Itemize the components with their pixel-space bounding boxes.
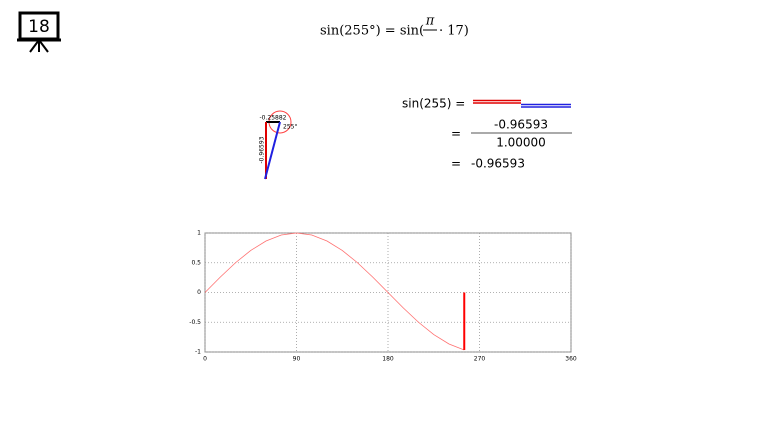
y-tick-label: 0 [197,289,201,296]
slide-icon: 18 [17,11,61,53]
sine-curve [204,232,465,351]
ratio-numerator: -0.96593 [494,118,548,132]
icon-leg [29,39,40,53]
ratio-label: sin(255) = [402,97,465,111]
x-tick-label: 0 [203,356,207,363]
x-tick-label: 360 [565,356,577,363]
ratio-result: -0.96593 [471,157,525,171]
ratio-denominator: 1.00000 [496,136,546,150]
icon-leg [38,39,49,53]
triangle-diagram: -0.25882 255° -0.96593 [259,110,297,180]
equals: = [451,127,461,141]
y-tick-label: 1 [197,230,201,237]
formula-numerator: π [425,14,435,29]
formula-rhs: · 17) [439,24,469,39]
y-tick-label: -0.5 [189,319,201,326]
x-tick-label: 180 [382,356,394,363]
cos-label: -0.25882 [260,115,287,122]
sin-label: -0.96593 [259,136,266,163]
slide-number: 18 [28,17,50,37]
y-tick-label: -1 [195,349,201,356]
x-tick-label: 270 [474,356,486,363]
x-tick-label: 90 [293,356,301,363]
equals: = [451,157,461,171]
angle-label: 255° [283,124,297,131]
hypotenuse [264,121,281,180]
formula-lhs: sin(255°) = sin( [320,24,424,39]
y-tick-label: 0.5 [191,259,201,266]
